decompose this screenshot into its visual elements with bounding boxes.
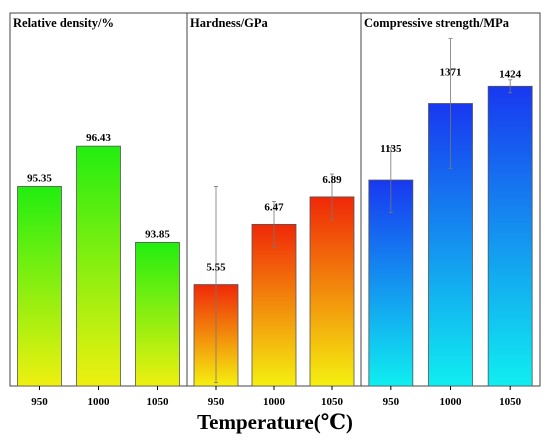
bar — [76, 145, 121, 387]
panel-title: Hardness/GPa — [190, 16, 269, 30]
bar — [135, 241, 180, 387]
x-tick-label: 1050 — [499, 396, 522, 408]
data-label: 95.35 — [27, 172, 52, 184]
data-label: 5.55 — [206, 262, 226, 274]
data-label: 1424 — [499, 68, 522, 80]
bar — [487, 85, 533, 387]
x-tick-label: 950 — [383, 396, 400, 408]
bar — [17, 186, 62, 387]
bar — [309, 196, 355, 387]
x-tick-label: 1000 — [263, 396, 286, 408]
data-label: 6.47 — [264, 201, 284, 213]
x-tick-label: 950 — [208, 396, 225, 408]
x-tick-label: 1000 — [88, 396, 111, 408]
panel-3: Compressive strength/MPa 1135 950 1371 1000 1… — [360, 12, 541, 408]
x-tick-label: 1050 — [321, 396, 344, 408]
panel-1: Relative density/% 95.35 950 96.43 1000 93.85… — [9, 12, 188, 408]
panel-2: Hardness/GPa 5.55 950 6.47 1000 6.89 1050 — [186, 12, 362, 408]
panel-title: Compressive strength/MPa — [364, 16, 510, 30]
panel-title: Relative density/% — [13, 16, 114, 30]
x-tick-label: 950 — [31, 396, 48, 408]
bar — [251, 223, 297, 387]
x-axis-label: Temperature(℃) — [197, 410, 353, 434]
data-label: 6.89 — [322, 174, 342, 186]
bar — [368, 179, 414, 387]
data-label: 1135 — [380, 143, 402, 155]
data-label: 1371 — [440, 66, 462, 78]
data-label: 93.85 — [145, 228, 170, 240]
x-tick-label: 1000 — [440, 396, 463, 408]
x-tick-label: 1050 — [147, 396, 170, 408]
data-label: 96.43 — [86, 132, 111, 144]
